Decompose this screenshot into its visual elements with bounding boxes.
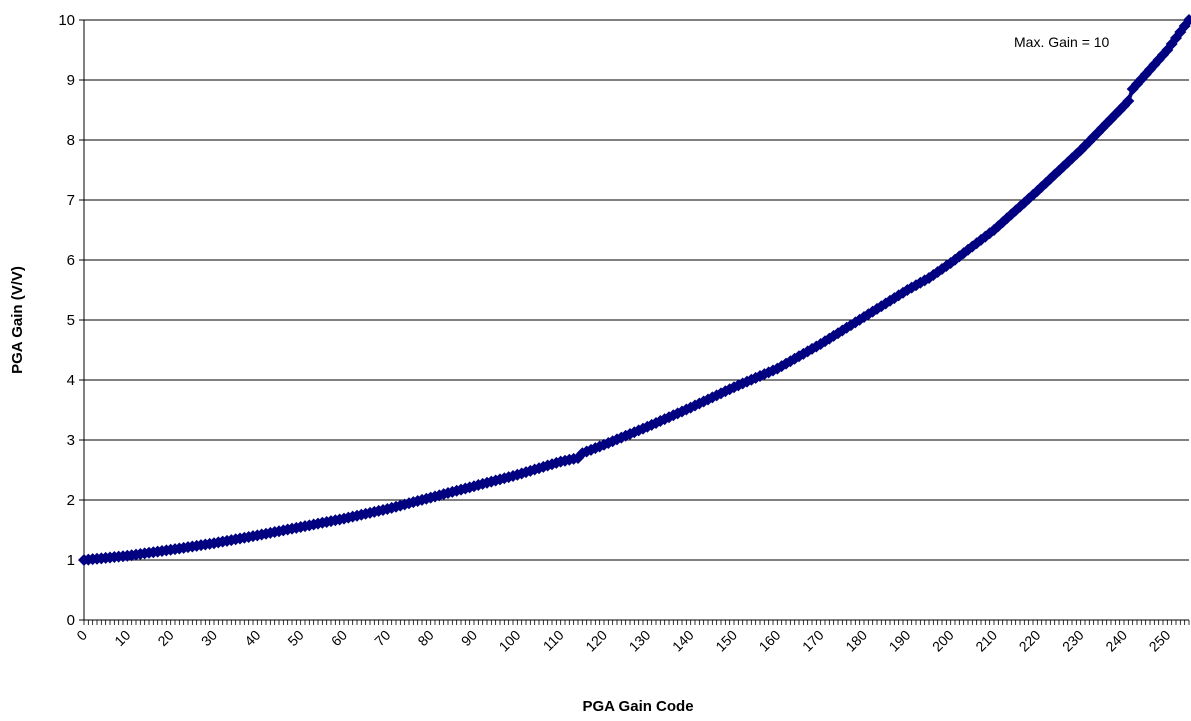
x-tick-label: 130 [626, 627, 654, 655]
y-tick-label: 7 [67, 192, 75, 209]
x-tick-label: 80 [414, 627, 436, 649]
axes [79, 19, 1190, 625]
x-tick-label: 230 [1059, 627, 1087, 655]
x-tick-label: 160 [756, 627, 784, 655]
y-tick-labels: 0 1 2 3 4 5 6 7 8 9 10 [58, 12, 75, 629]
x-tick-label: 150 [712, 627, 740, 655]
x-tick-label: 140 [669, 627, 697, 655]
x-tick-labels: 0 10 20 30 40 50 60 70 80 90 100 110 120 130 140 150 160… [73, 627, 1173, 655]
y-tick-label: 4 [67, 372, 75, 389]
x-tick-label: 40 [241, 627, 263, 649]
y-tick-label: 3 [67, 432, 75, 449]
x-tick-label: 190 [886, 627, 914, 655]
x-tick-label: 20 [154, 627, 176, 649]
x-tick-label: 120 [582, 627, 610, 655]
x-tick-label: 200 [929, 627, 957, 655]
data-point [1122, 95, 1135, 107]
x-tick-label: 100 [496, 627, 524, 655]
x-tick-label: 110 [540, 627, 567, 654]
y-tick-label: 10 [58, 12, 75, 29]
x-tick-label: 250 [1146, 627, 1174, 655]
x-tick-label: 90 [458, 627, 480, 649]
x-tick-label: 220 [1016, 627, 1044, 655]
gridlines [84, 19, 1189, 561]
y-tick-label: 9 [67, 72, 75, 89]
x-tick-label: 10 [111, 627, 133, 649]
x-tick-label: 210 [972, 627, 1000, 655]
y-tick-label: 8 [67, 132, 75, 149]
y-tick-label: 6 [67, 252, 75, 269]
x-tick-label: 30 [198, 627, 220, 649]
series-line [83, 18, 1191, 562]
x-tick-label: 70 [371, 627, 393, 649]
x-tick-label: 60 [328, 627, 350, 649]
x-tick-label: 0 [73, 627, 90, 644]
y-tick-label: 0 [67, 612, 75, 629]
annotation-max-gain: Max. Gain = 10 [1014, 34, 1110, 50]
x-tick-label: 50 [284, 627, 306, 649]
data-series [78, 14, 1191, 566]
y-tick-label: 2 [67, 492, 75, 509]
x-tick-label: 240 [1102, 627, 1130, 655]
x-tick-label: 170 [799, 627, 827, 655]
x-tick-label: 180 [842, 627, 870, 655]
y-axis-title: PGA Gain (V/V) [9, 266, 26, 374]
data-point [1183, 14, 1191, 26]
x-axis-title: PGA Gain Code [582, 698, 693, 715]
y-tick-label: 1 [67, 552, 75, 569]
y-tick-label: 5 [67, 312, 75, 329]
